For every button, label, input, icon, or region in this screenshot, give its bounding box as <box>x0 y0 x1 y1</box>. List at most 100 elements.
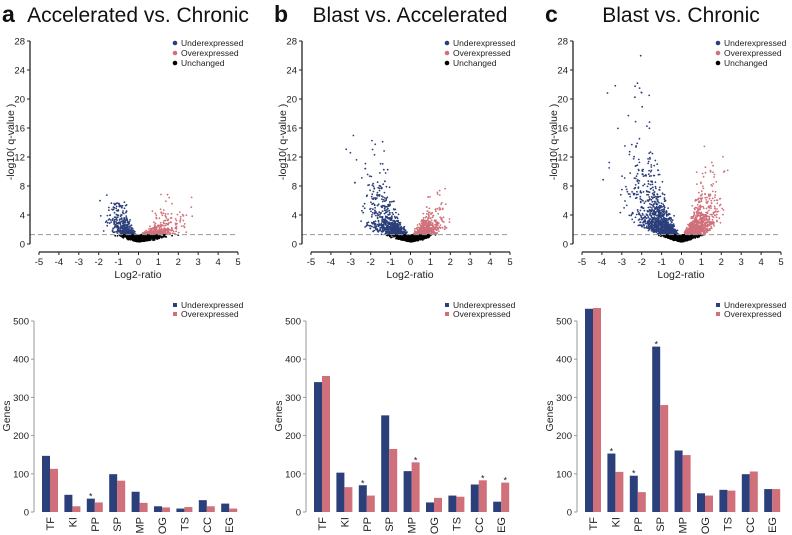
point-underexpressed <box>383 229 386 232</box>
point-underexpressed <box>109 219 112 221</box>
point-overexpressed <box>428 231 430 234</box>
point-overexpressed <box>422 218 425 221</box>
point-overexpressed <box>444 203 447 206</box>
point-overexpressed <box>164 214 167 217</box>
point-overexpressed <box>711 190 714 193</box>
point-overexpressed <box>148 230 151 233</box>
category-label: SP <box>384 517 396 532</box>
point-overexpressed <box>422 212 425 215</box>
point-overexpressed <box>191 215 194 218</box>
y-tick-label: 200 <box>285 431 301 442</box>
point-underexpressed <box>361 209 363 212</box>
point-underexpressed <box>119 226 122 229</box>
point-overexpressed <box>708 209 710 212</box>
point-underexpressed <box>118 219 121 221</box>
point-underexpressed <box>120 225 122 227</box>
point-unchanged <box>401 237 404 240</box>
point-underexpressed <box>397 213 400 216</box>
point-underexpressed <box>128 230 131 233</box>
y-tick-label: 28 <box>14 37 25 48</box>
point-underexpressed <box>128 227 131 229</box>
category-label: EG <box>496 517 508 533</box>
point-underexpressed <box>379 216 381 218</box>
y-tick-label: 500 <box>285 317 301 328</box>
point-unchanged <box>414 239 417 242</box>
point-unchanged <box>134 239 136 242</box>
point-overexpressed <box>700 190 703 193</box>
point-overexpressed <box>160 225 163 227</box>
point-overexpressed <box>158 232 160 234</box>
y-tick-label: 400 <box>285 355 301 366</box>
point-underexpressed <box>387 233 390 236</box>
point-underexpressed <box>383 150 385 152</box>
point-underexpressed <box>387 222 389 225</box>
x-tick-label: 1 <box>428 257 433 268</box>
point-underexpressed <box>393 220 395 223</box>
point-overexpressed <box>176 213 179 216</box>
point-overexpressed <box>435 208 437 210</box>
legend-marker <box>445 312 449 316</box>
point-underexpressed <box>371 222 374 225</box>
point-underexpressed <box>395 216 398 219</box>
point-underexpressed <box>128 220 131 223</box>
bar-underexpressed <box>176 508 185 512</box>
point-overexpressed <box>148 228 150 230</box>
point-underexpressed <box>360 177 363 179</box>
point-overexpressed <box>425 206 428 208</box>
point-overexpressed <box>170 221 173 224</box>
bar-overexpressed <box>501 482 510 512</box>
legend-marker <box>444 50 450 56</box>
point-overexpressed <box>147 232 150 235</box>
point-underexpressed <box>108 222 111 225</box>
point-underexpressed <box>650 207 653 209</box>
point-underexpressed <box>384 180 386 183</box>
point-overexpressed <box>429 222 431 224</box>
point-underexpressed <box>388 201 391 203</box>
point-underexpressed <box>390 217 393 220</box>
legend-label: Overexpressed <box>181 48 239 58</box>
point-overexpressed <box>163 220 165 222</box>
point-underexpressed <box>397 219 399 222</box>
point-underexpressed <box>373 204 376 207</box>
point-underexpressed <box>108 206 110 209</box>
point-overexpressed <box>178 211 181 213</box>
point-underexpressed <box>369 227 372 230</box>
point-underexpressed <box>377 203 380 206</box>
point-unchanged <box>409 240 412 243</box>
point-overexpressed <box>435 222 438 224</box>
point-overexpressed <box>424 232 426 234</box>
point-underexpressed <box>377 221 380 223</box>
point-underexpressed <box>115 230 118 233</box>
point-unchanged <box>139 236 142 239</box>
point-underexpressed <box>113 206 116 209</box>
point-underexpressed <box>396 222 399 225</box>
bar-underexpressed <box>493 501 502 512</box>
point-underexpressed <box>109 214 112 217</box>
point-underexpressed <box>382 218 384 221</box>
point-unchanged <box>408 237 410 240</box>
point-underexpressed <box>403 231 405 234</box>
point-overexpressed <box>162 212 165 215</box>
point-unchanged <box>155 234 158 237</box>
point-overexpressed <box>426 219 429 221</box>
point-unchanged <box>162 234 165 236</box>
bar-underexpressed <box>64 494 73 512</box>
point-underexpressed <box>391 215 393 218</box>
category-label: CC <box>474 517 486 533</box>
point-underexpressed <box>130 231 133 234</box>
scatter-points <box>345 134 451 243</box>
point-underexpressed <box>635 213 638 216</box>
point-overexpressed <box>436 193 439 196</box>
x-tick-label: -1 <box>114 257 122 268</box>
point-underexpressed <box>376 217 379 220</box>
point-overexpressed <box>444 226 447 229</box>
point-unchanged <box>421 235 423 237</box>
panel-letter: a <box>2 1 15 27</box>
point-underexpressed <box>386 225 389 228</box>
category-label: OG <box>429 517 441 534</box>
point-underexpressed <box>383 197 386 199</box>
scatter-points <box>602 54 729 243</box>
point-underexpressed <box>115 221 118 223</box>
point-underexpressed <box>381 210 384 213</box>
